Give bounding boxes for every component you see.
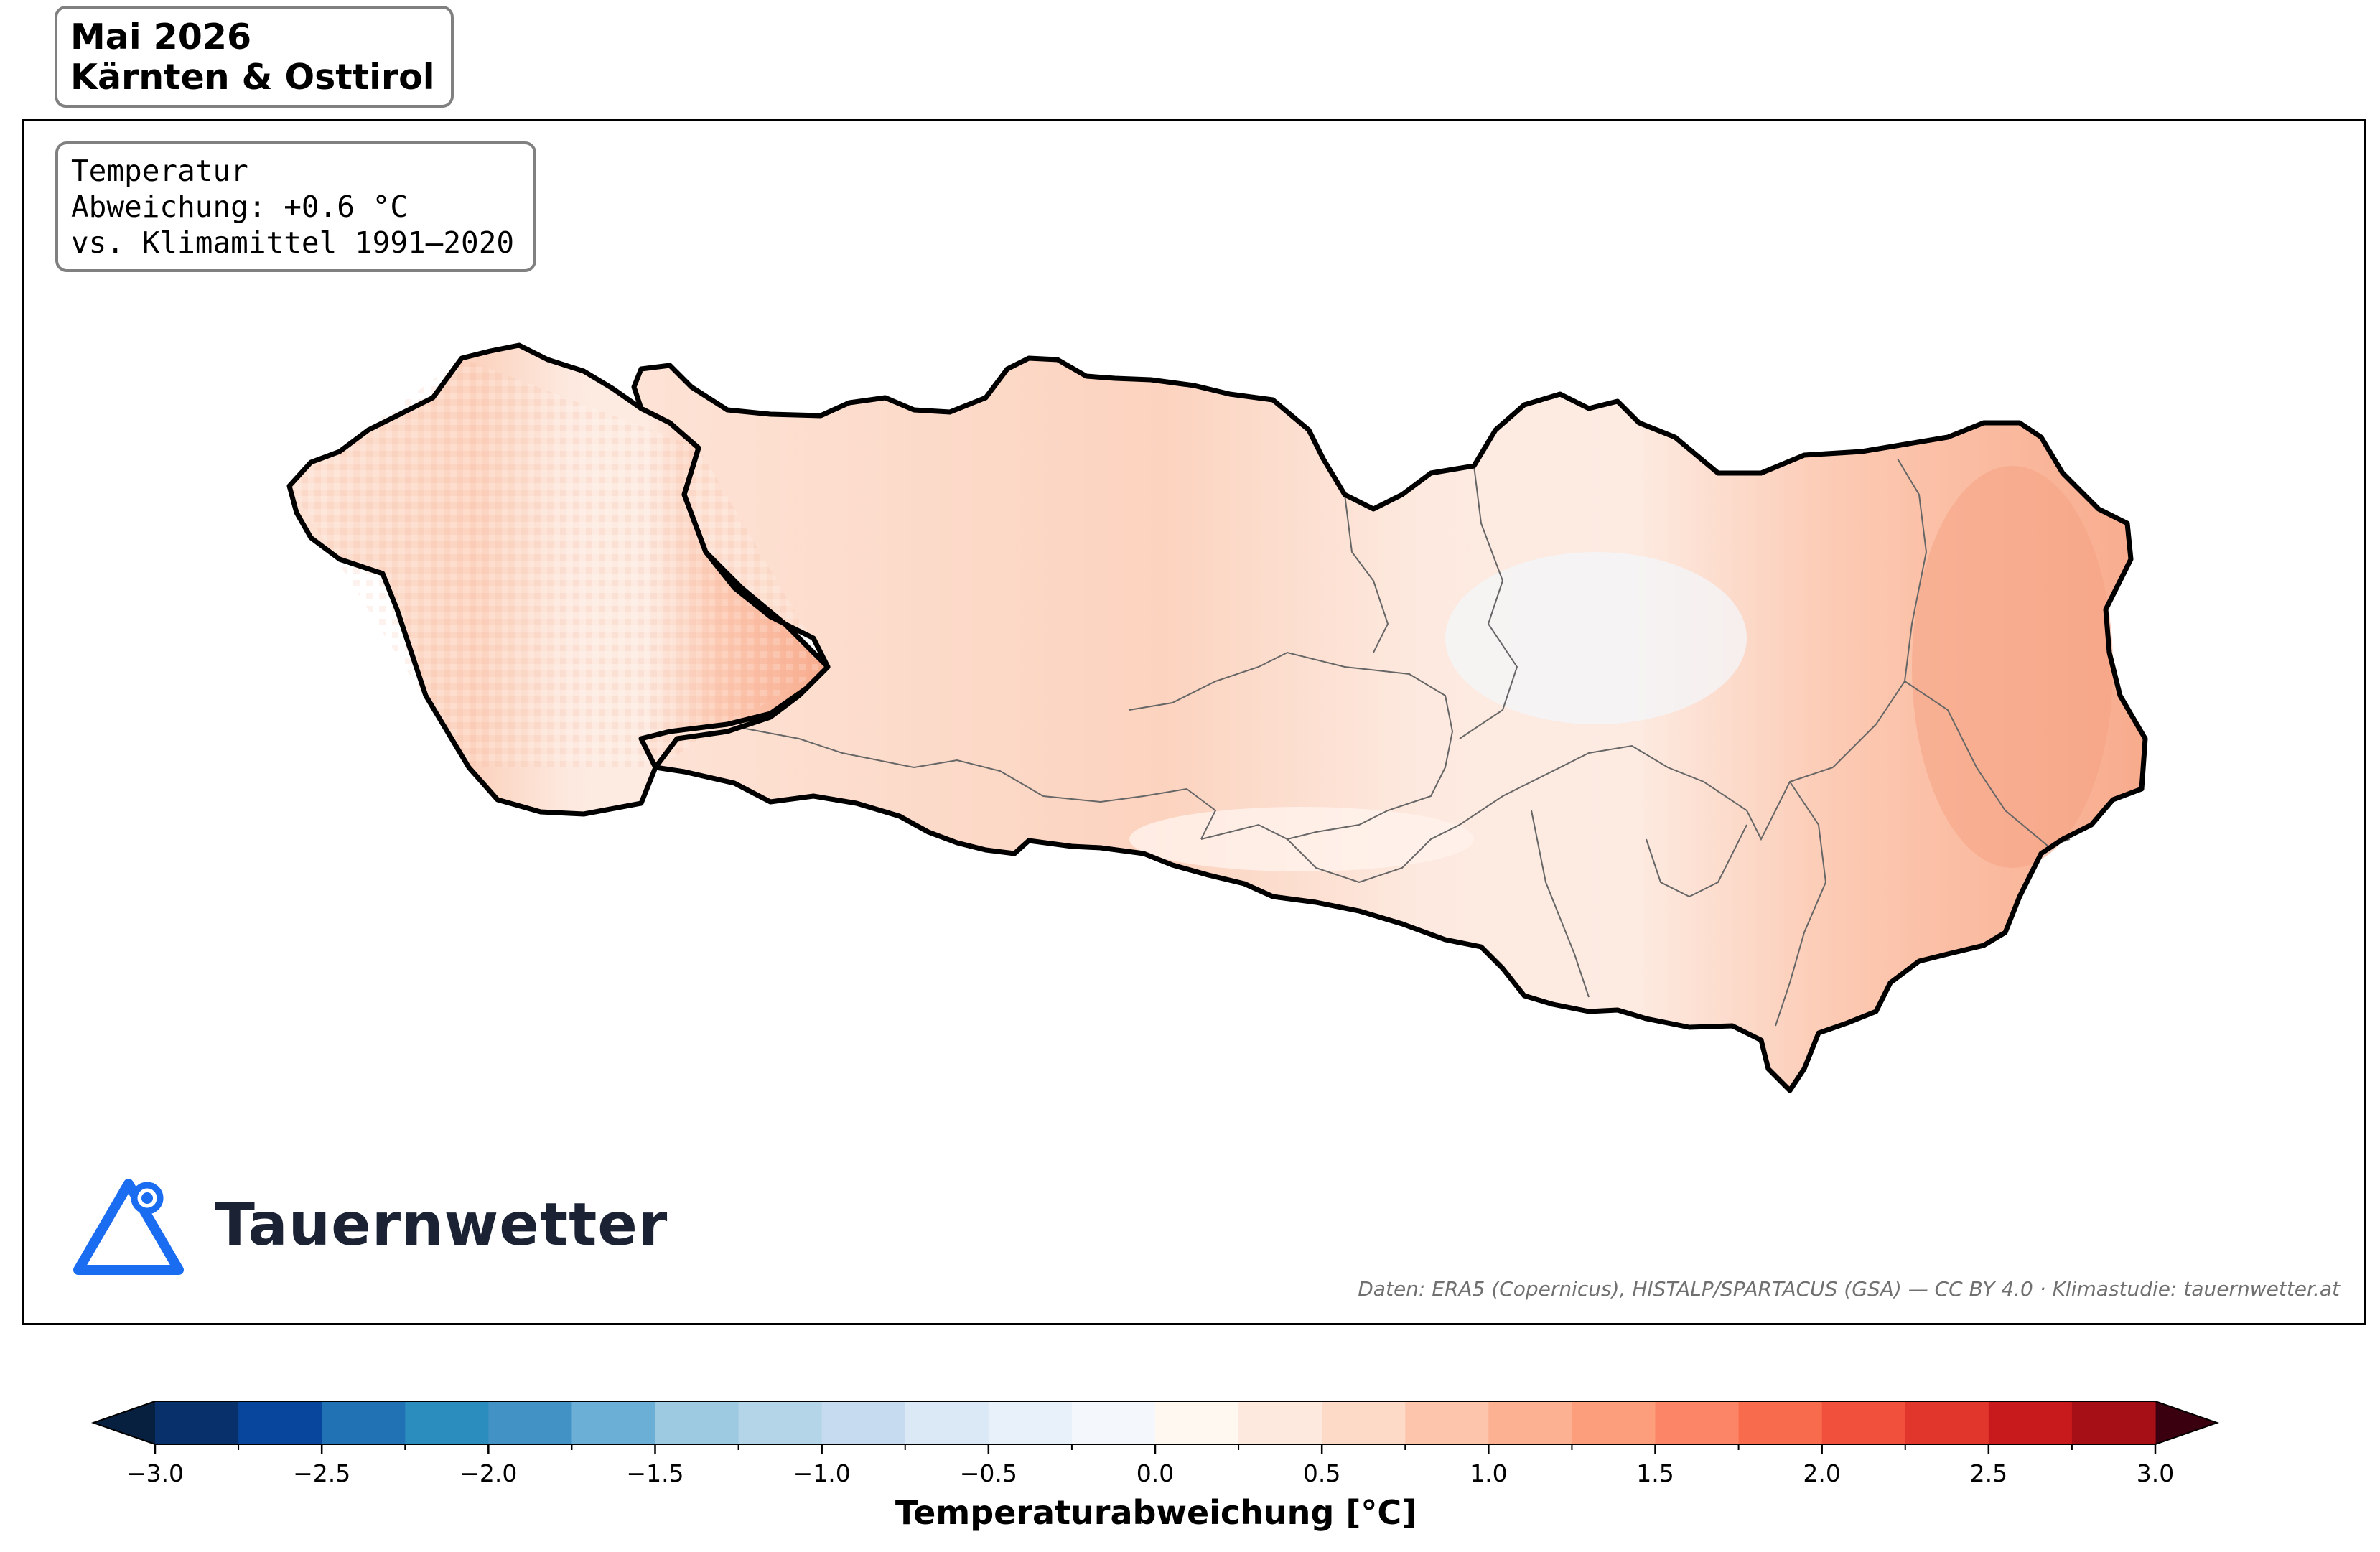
logo-text: Tauernwetter: [215, 1191, 668, 1259]
colorbar-swatch: [1405, 1401, 1489, 1444]
info-reference: vs. Klimamittel 1991–2020: [71, 225, 515, 260]
cool-anomaly-valley: [1129, 807, 1474, 871]
colorbar-tick-label: 0.0: [1137, 1459, 1174, 1487]
colorbar-swatch: [655, 1401, 739, 1444]
warm-anomaly-east: [1912, 466, 2113, 868]
colorbar: −3.0 −2.5 −2.0 −1.5 −1.0 −0.5 0.0 0.5 1.0 1.5 2.0 2…: [90, 1401, 2220, 1487]
title-box: Mai 2026 Kärnten & Osttirol: [55, 6, 454, 108]
info-anomaly: Abweichung: +0.6 °C: [71, 190, 408, 224]
region-kaernten[interactable]: [634, 358, 2145, 1090]
colorbar-tick-label: 1.0: [1470, 1459, 1507, 1487]
cool-anomaly-area: [1445, 552, 1747, 724]
colorbar-tick-label: 1.5: [1636, 1459, 1674, 1487]
colorbar-swatch: [1738, 1401, 1823, 1444]
colorbar-swatch: [1572, 1401, 1656, 1444]
colorbar-swatch: [1488, 1401, 1573, 1444]
colorbar-swatch: [1988, 1401, 2073, 1444]
colorbar-label: Temperaturabweichung [°C]: [895, 1493, 1417, 1532]
colorbar-swatch: [488, 1401, 573, 1444]
colorbar-swatch: [988, 1401, 1073, 1444]
colorbar-swatch: [1155, 1401, 1239, 1444]
mountain-pin-icon: [73, 1179, 184, 1275]
colorbar-tick-label: −3.0: [126, 1459, 184, 1487]
colorbar-tick-label: −1.0: [793, 1459, 851, 1487]
colorbar-tick-label: 3.0: [2137, 1459, 2174, 1487]
colorbar-swatch: [1071, 1401, 1156, 1444]
colorbar-swatch: [238, 1401, 322, 1444]
colorbar-swatch: [1322, 1401, 1406, 1444]
colorbar-swatch: [1821, 1401, 1906, 1444]
region-map[interactable]: [24, 121, 2364, 1323]
colorbar-tick-label: 2.5: [1970, 1459, 2007, 1487]
title-region: Kärnten & Osttirol: [70, 57, 435, 98]
colorbar-over-arrow: [2155, 1401, 2217, 1444]
colorbar-tick-label: −0.5: [960, 1459, 1017, 1487]
colorbar-swatch: [821, 1401, 906, 1444]
state-borders: [286, 342, 2148, 1093]
title-month: Mai 2026: [70, 17, 252, 57]
colorbar-swatch: [571, 1401, 656, 1444]
info-box: Temperatur Abweichung: +0.6 °C vs. Klima…: [55, 141, 536, 272]
colorbar-swatch: [322, 1401, 406, 1444]
info-variable: Temperatur: [71, 154, 248, 188]
colorbar-swatch: [155, 1401, 239, 1444]
colorbar-swatch: [905, 1401, 989, 1444]
colorbar-swatch: [405, 1401, 489, 1444]
map-frame[interactable]: Temperatur Abweichung: +0.6 °C vs. Klima…: [22, 119, 2366, 1325]
colorbar-tick-label: −2.5: [293, 1459, 350, 1487]
colorbar-swatch: [738, 1401, 823, 1444]
data-credit: Daten: ERA5 (Copernicus), HISTALP/SPARTA…: [1358, 1277, 2340, 1301]
colorbar-swatch: [1238, 1401, 1322, 1444]
colorbar-tick-label: −1.5: [626, 1459, 683, 1487]
colorbar-swatch: [1655, 1401, 1740, 1444]
colorbar-swatch: [1905, 1401, 1989, 1444]
colorbar-tick-label: 0.5: [1303, 1459, 1340, 1487]
colorbar-tick-label: −2.0: [459, 1459, 517, 1487]
colorbar-swatch: [2071, 1401, 2156, 1444]
colorbar-under-arrow: [93, 1401, 155, 1444]
logo: Tauernwetter: [71, 1169, 667, 1284]
colorbar-tick-label: 2.0: [1803, 1459, 1840, 1487]
